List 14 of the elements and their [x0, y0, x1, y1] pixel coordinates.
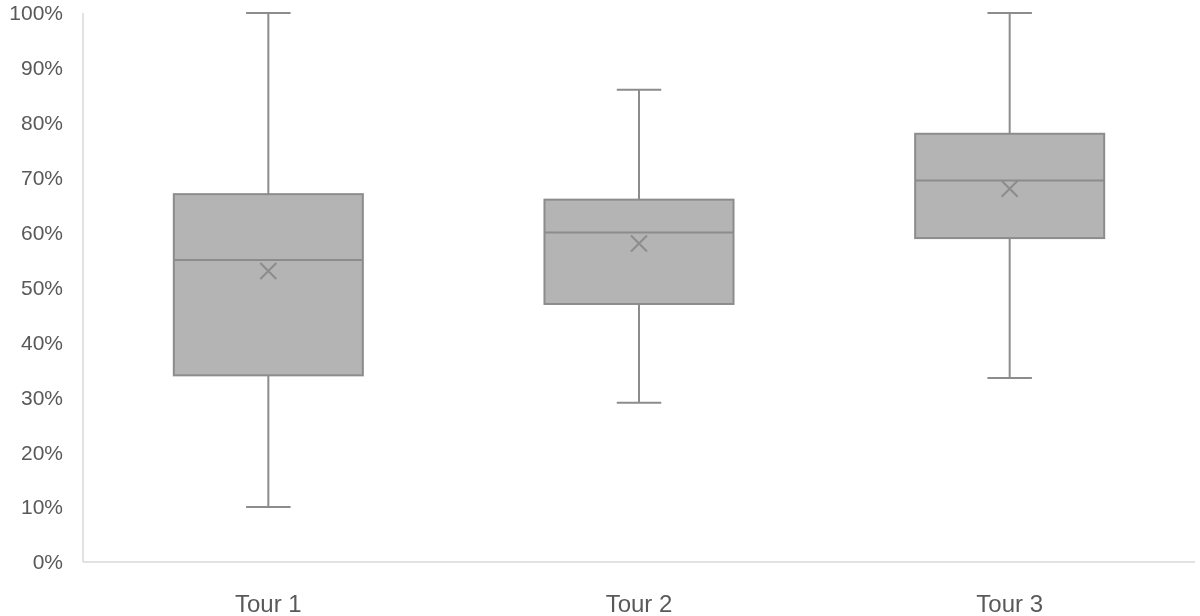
y-tick-label: 50%	[20, 275, 63, 299]
y-tick-label: 60%	[20, 220, 63, 244]
x-tick-label: Tour 2	[605, 590, 673, 616]
y-tick-label: 90%	[20, 56, 63, 80]
y-tick-label: 0%	[32, 550, 63, 574]
x-tick-label: Tour 1	[234, 590, 302, 616]
y-tick-label: 30%	[20, 385, 63, 409]
y-tick-label: 80%	[20, 111, 63, 135]
x-tick-label: Tour 3	[976, 590, 1044, 616]
y-tick-label: 20%	[20, 440, 63, 464]
y-tick-label: 10%	[20, 495, 63, 519]
y-tick-label: 70%	[20, 166, 63, 190]
y-tick-label: 100%	[9, 1, 63, 25]
y-tick-label: 40%	[20, 330, 63, 354]
